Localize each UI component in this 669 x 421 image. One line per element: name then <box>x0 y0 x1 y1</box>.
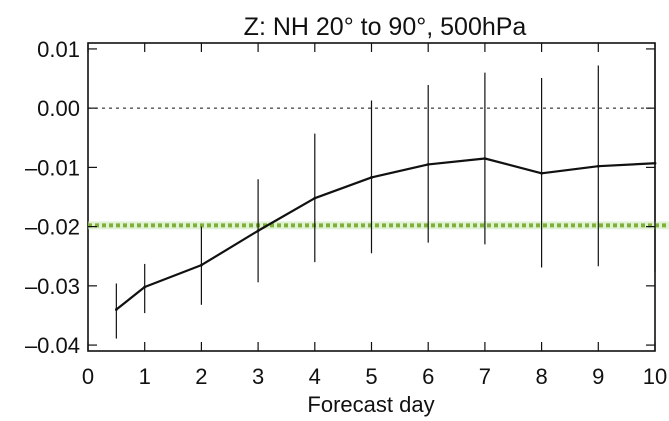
data-point <box>653 161 657 165</box>
data-point <box>483 157 487 160</box>
y-tick-label: 0.01 <box>37 37 80 62</box>
x-tick-label: 8 <box>535 364 547 389</box>
x-tick-label: 3 <box>252 364 264 389</box>
x-tick-label: 2 <box>195 364 207 389</box>
y-tick-label: –0.02 <box>25 215 80 240</box>
plot-layer: 0.01 0.00 –0.01 –0.02 –0.03 –0.040 1 2 3 4 5 6 7 8 9 10 <box>25 37 669 389</box>
data-point <box>114 308 118 311</box>
series-line <box>115 157 657 311</box>
data-point <box>143 285 147 289</box>
x-axis-label: Forecast day <box>307 392 434 417</box>
y-tick-label: –0.01 <box>25 155 80 180</box>
data-point <box>540 171 543 175</box>
x-tick-label: 7 <box>479 364 491 389</box>
y-tick-label: –0.04 <box>25 333 80 358</box>
x-tick-label: 4 <box>309 364 321 389</box>
data-point <box>370 176 373 179</box>
x-tick-label: 1 <box>139 364 151 389</box>
y-tick-label: –0.03 <box>25 274 80 299</box>
chart-title: Z: NH 20° to 90°, 500hPa <box>244 13 527 41</box>
data-point <box>200 263 203 267</box>
x-tick-label: 9 <box>592 364 604 389</box>
data-point <box>313 196 317 200</box>
y-tick-label: 0.00 <box>37 96 80 121</box>
x-tick-label: 6 <box>422 364 434 389</box>
data-point <box>256 229 260 233</box>
x-tick-label: 5 <box>365 364 377 389</box>
data-point <box>426 163 430 166</box>
x-tick-label: 0 <box>82 364 94 389</box>
data-point <box>596 164 600 168</box>
x-tick-label: 10 <box>643 364 667 389</box>
